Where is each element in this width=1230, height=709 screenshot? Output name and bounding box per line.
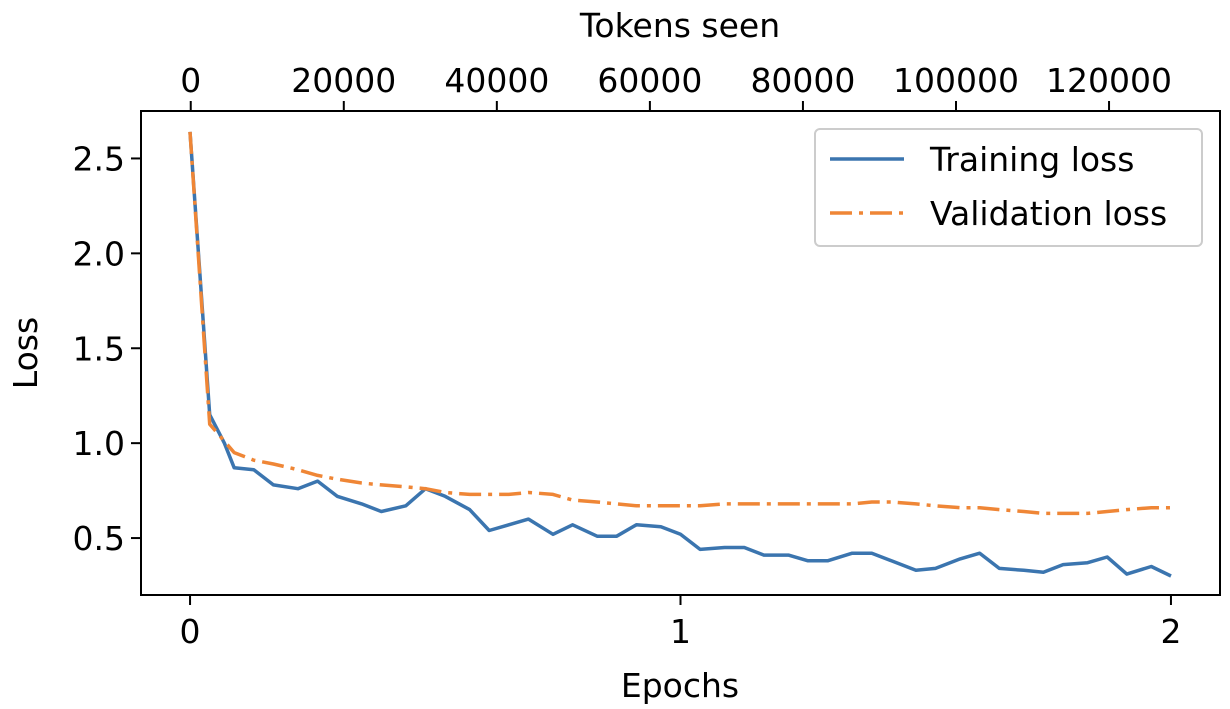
top-tick-label: 100000 (893, 61, 1019, 100)
y-tick-label: 1.0 (73, 424, 125, 463)
series-line-training-loss (188, 131, 1172, 578)
y-tick-label: 0.5 (73, 519, 125, 558)
top-x-axis-label: Tokens seen (579, 6, 780, 45)
legend: Training loss Validation loss (814, 128, 1203, 247)
x-tick-label: 2 (1160, 612, 1181, 651)
x-tick-label: 1 (670, 612, 691, 651)
x-axis-label: Epochs (621, 666, 739, 705)
legend-box (814, 128, 1203, 247)
y-axis: 0.5 1.0 1.5 2.0 2.5 (73, 139, 141, 558)
series-layer (188, 131, 1172, 578)
y-tick-label: 2.5 (73, 139, 125, 178)
y-tick-label: 2.0 (73, 234, 125, 273)
legend-label-training-loss: Training loss (929, 140, 1134, 179)
series-line-validation-loss (188, 131, 1171, 516)
top-tick-label: 120000 (1046, 61, 1172, 100)
x-tick-label: 0 (180, 612, 201, 651)
bottom-x-axis: 0 1 2 (180, 595, 1181, 651)
top-tick-label: 0 (180, 61, 201, 100)
top-x-axis: 0 20000 40000 60000 80000 100000 120000 (180, 61, 1172, 111)
top-tick-label: 40000 (444, 61, 549, 100)
y-tick-label: 1.5 (73, 329, 125, 368)
top-tick-label: 80000 (750, 61, 855, 100)
y-axis-label: Loss (6, 317, 45, 389)
top-tick-label: 20000 (291, 61, 396, 100)
legend-label-validation-loss: Validation loss (930, 194, 1167, 233)
top-tick-label: 60000 (597, 61, 702, 100)
